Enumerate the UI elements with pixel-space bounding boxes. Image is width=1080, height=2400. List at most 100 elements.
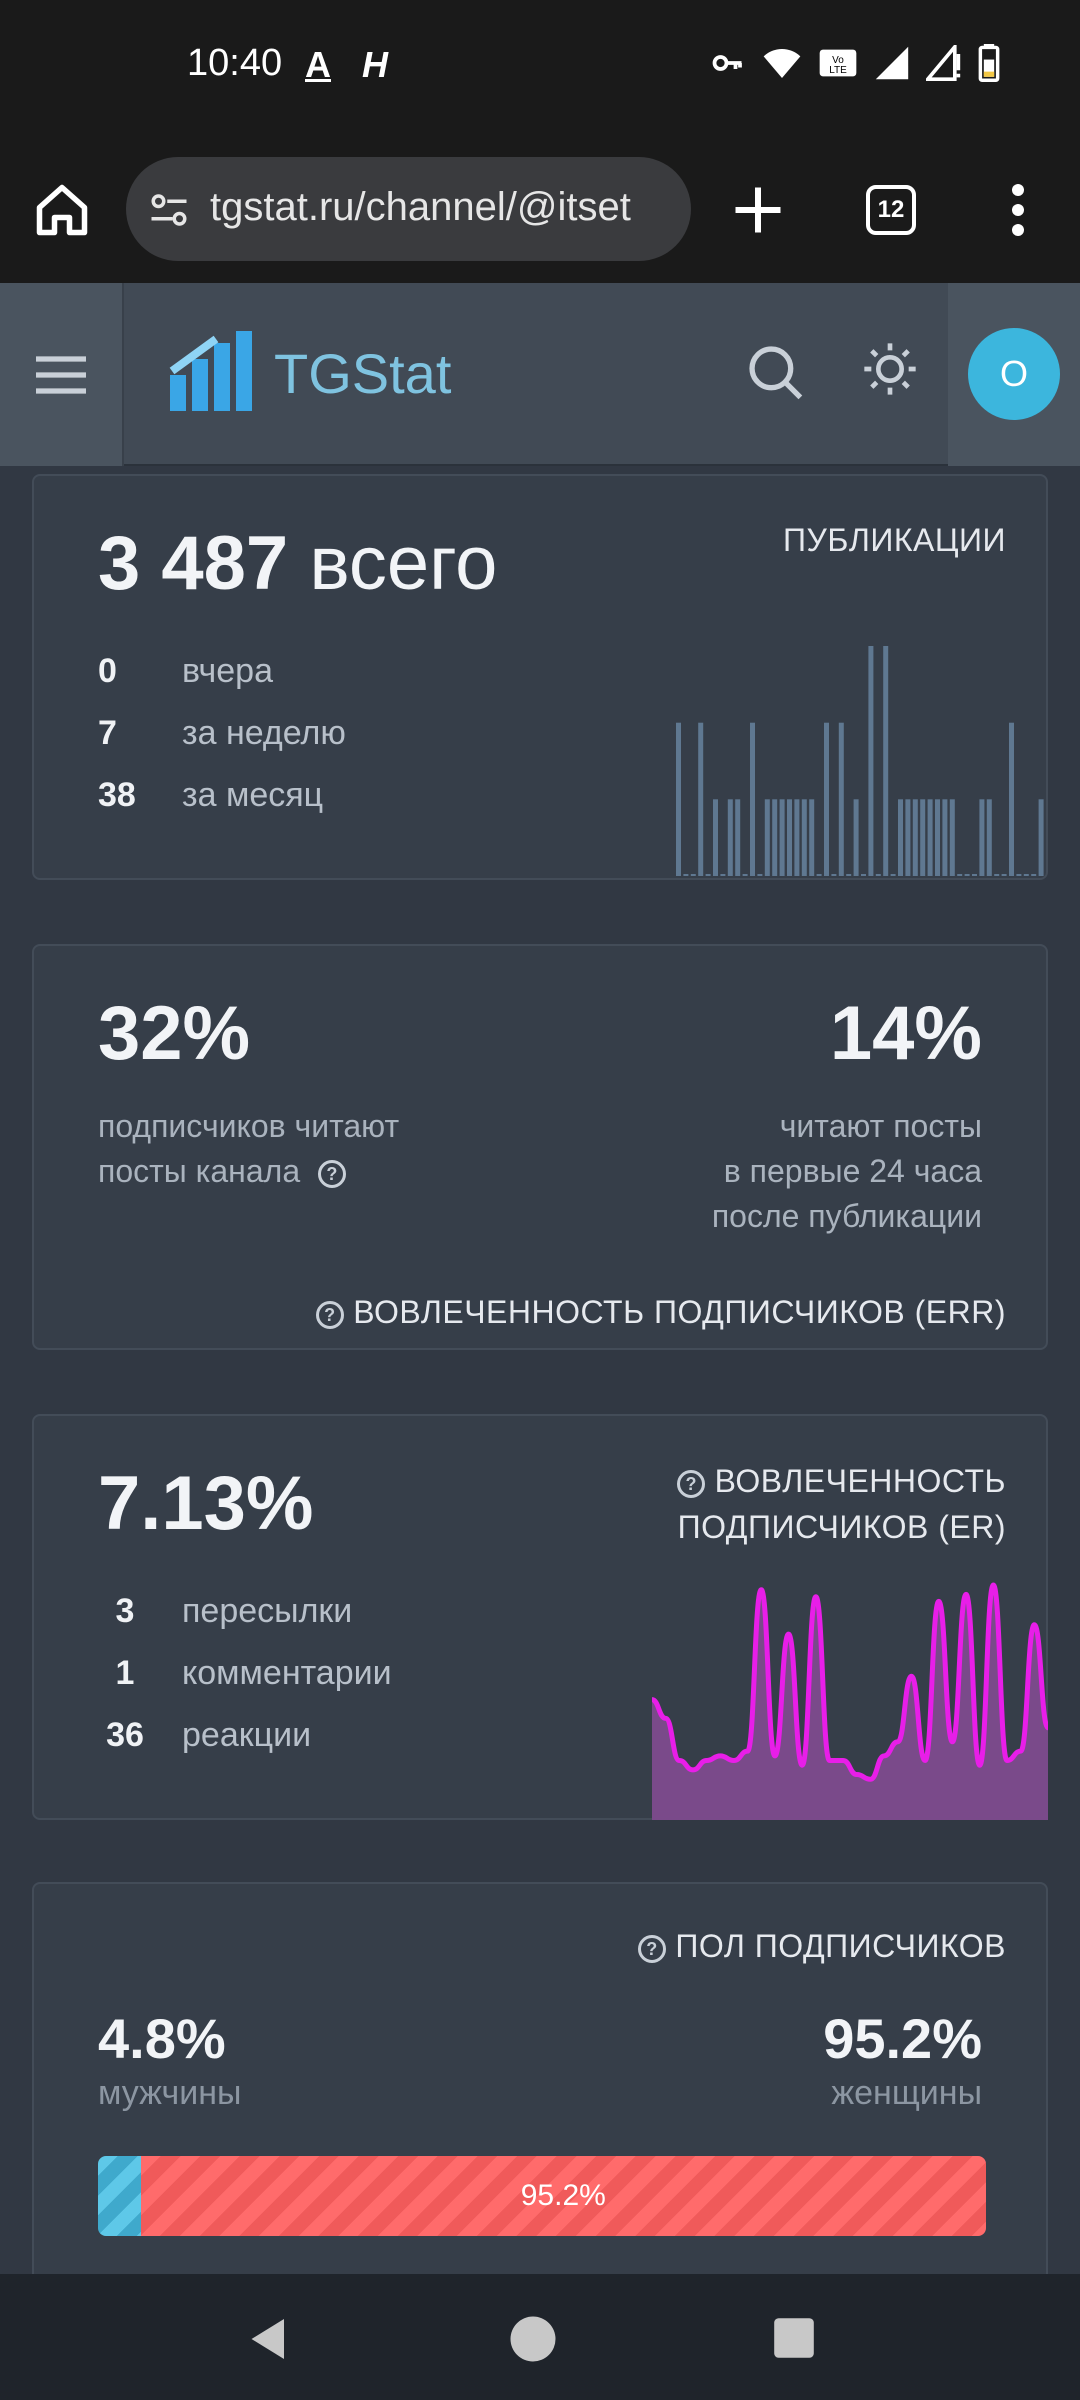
publication-bar (683, 874, 689, 876)
notification-a-icon: A (305, 44, 331, 85)
stat-num: 0 (98, 652, 117, 690)
publication-bar (942, 799, 948, 876)
er-sparkline-chart[interactable] (652, 1566, 1048, 1820)
publication-bar (779, 799, 785, 876)
publication-bar (1031, 874, 1037, 876)
publication-bar (846, 874, 852, 876)
er-value: 7.13% (98, 1461, 314, 1546)
err-right-caption: читают посты в первые 24 часа после публ… (712, 1104, 982, 1239)
search-icon[interactable] (746, 343, 804, 401)
avatar[interactable]: O (968, 328, 1060, 420)
err-right-line1: читают посты (779, 1108, 982, 1144)
publication-bar (972, 874, 977, 876)
gender-title[interactable]: ? ПОЛ ПОДПИСЧИКОВ (637, 1928, 1006, 1965)
help-icon[interactable]: ? (317, 1159, 346, 1188)
home-nav-icon[interactable] (508, 2314, 558, 2364)
publication-bar (935, 799, 940, 876)
publication-bar (772, 799, 778, 876)
logo-text[interactable]: TGStat (274, 342, 452, 405)
err-right-value: 14% (829, 991, 982, 1076)
stat-num: 36 (106, 1716, 144, 1754)
err-title-text: ВОВЛЕЧЕННОСТЬ ПОДПИСЧИКОВ (ERR) (353, 1294, 1006, 1330)
publication-bar (727, 799, 733, 876)
publications-row-yesterday: 0 вчера (98, 652, 273, 691)
publication-bar (735, 799, 741, 876)
publication-bar (927, 799, 933, 876)
publications-total-value: 3 487 (98, 521, 289, 606)
gender-progress-bar[interactable]: 95.2% (98, 2156, 986, 2236)
male-percent: 4.8% (98, 2007, 226, 2070)
stat-label: за неделю (182, 714, 346, 752)
publication-bar (742, 874, 748, 876)
recents-icon[interactable] (772, 2316, 816, 2360)
publications-total: 3 487 всего (98, 520, 497, 607)
publication-bar (757, 874, 763, 876)
publication-bar (883, 646, 889, 876)
publication-bar (676, 722, 681, 876)
err-left-value: 32% (98, 991, 251, 1076)
publication-bar (690, 874, 696, 876)
er-title[interactable]: ? ВОВЛЕЧЕННОСТЬ ПОДПИСЧИКОВ (ER) (677, 1458, 1006, 1550)
theme-toggle-sun-icon[interactable] (862, 341, 918, 397)
err-card: 32% 14% подписчиков читают посты канала … (32, 944, 1048, 1350)
stat-label: комментарии (182, 1654, 392, 1692)
er-title-line1-wrap: ? ВОВЛЕЧЕННОСТЬ (677, 1458, 1006, 1504)
publication-bar (1038, 799, 1044, 876)
publication-bar (1009, 722, 1014, 876)
hamburger-icon (36, 355, 86, 394)
err-left-line1: подписчиков читают (98, 1108, 400, 1144)
tab-switcher-button[interactable]: 12 (866, 185, 916, 235)
url-text: tgstat.ru/channel/@itset (210, 185, 631, 229)
publication-bar (979, 799, 985, 876)
home-icon[interactable] (32, 180, 92, 240)
publication-bar (801, 799, 807, 876)
hamburger-menu-button[interactable] (0, 283, 124, 466)
err-title[interactable]: ? ВОВЛЕЧЕННОСТЬ ПОДПИСЧИКОВ (ERR) (315, 1294, 1006, 1331)
er-area (652, 1585, 1048, 1820)
publications-title: ПУБЛИКАЦИИ (783, 522, 1006, 558)
publication-bar (824, 722, 829, 876)
new-tab-icon[interactable] (728, 180, 788, 240)
publications-total-suffix: всего (309, 521, 498, 606)
publication-bar (994, 874, 1000, 876)
publication-bar (816, 874, 822, 876)
err-left-caption: подписчиков читают посты канала ? (98, 1104, 399, 1194)
help-icon[interactable]: ? (677, 1469, 706, 1498)
publication-bar (1016, 874, 1022, 876)
publication-bar (750, 722, 755, 876)
tgstat-logo-icon[interactable] (168, 331, 252, 411)
publications-card: 3 487 всего ПУБЛИКАЦИИ 0 вчера 7 за неде… (32, 474, 1048, 880)
publication-bar (1023, 874, 1029, 876)
signal-icon (875, 46, 909, 80)
gender-title-text: ПОЛ ПОДПИСЧИКОВ (675, 1928, 1006, 1964)
publication-bar (905, 799, 911, 876)
stat-num: 7 (98, 714, 117, 752)
notification-h-icon: H (362, 44, 388, 85)
user-menu: O (948, 283, 1080, 466)
er-line (652, 1582, 1048, 1782)
publication-bar (1001, 874, 1007, 876)
err-left-line2: посты канала (98, 1153, 301, 1189)
stat-label: вчера (182, 652, 273, 690)
publication-bar (698, 722, 704, 876)
publication-bar (949, 799, 955, 876)
stat-label: пересылки (182, 1592, 353, 1630)
stat-num: 38 (98, 776, 136, 814)
publication-bar (875, 874, 881, 876)
publication-bar (794, 799, 800, 876)
more-menu-icon[interactable] (1000, 180, 1036, 240)
publication-bar (964, 874, 970, 876)
publication-bar (720, 874, 726, 876)
site-settings-icon[interactable] (148, 189, 190, 231)
address-bar[interactable]: tgstat.ru/channel/@itset (126, 157, 691, 261)
stat-label: реакции (182, 1716, 312, 1754)
help-icon[interactable]: ? (315, 1300, 344, 1329)
stat-num: 3 (115, 1592, 135, 1630)
help-icon[interactable]: ? (637, 1934, 666, 1963)
publications-bar-chart[interactable] (674, 636, 1044, 876)
male-label: мужчины (98, 2074, 242, 2112)
svg-text:LTE: LTE (829, 65, 847, 76)
publications-row-week: 7 за неделю (98, 714, 346, 753)
stat-label: за месяц (182, 776, 324, 814)
back-icon[interactable] (244, 2314, 294, 2364)
